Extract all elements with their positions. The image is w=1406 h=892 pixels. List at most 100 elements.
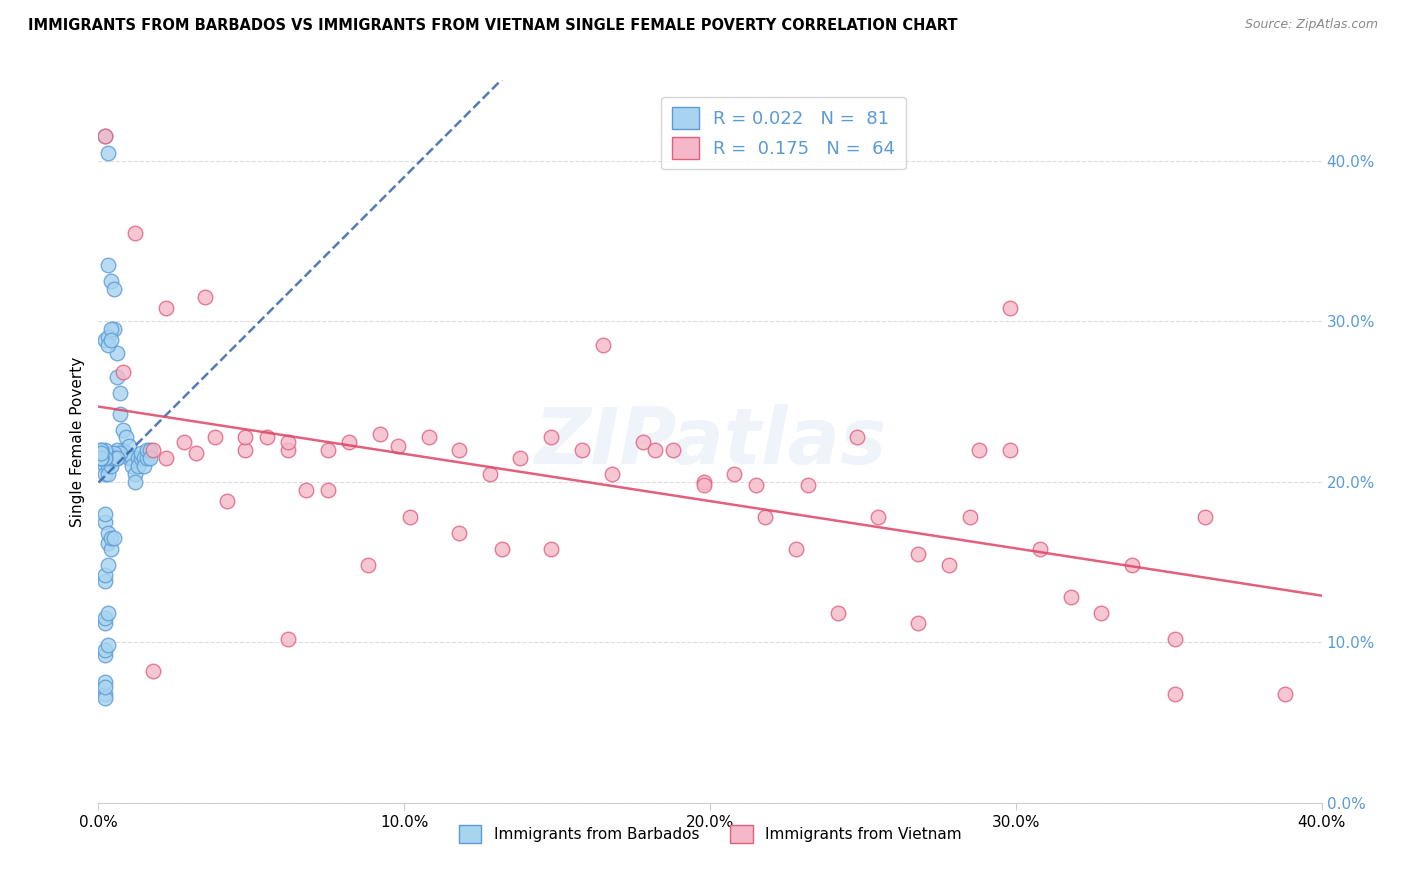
Point <box>97 558 120 573</box>
Point <box>93 446 115 460</box>
Point <box>105 442 128 457</box>
Point <box>233 430 256 444</box>
Point <box>90 450 112 465</box>
Point <box>97 535 120 549</box>
Point <box>337 434 360 449</box>
Point <box>134 458 156 473</box>
Point <box>97 258 120 272</box>
Point <box>491 542 513 557</box>
Point <box>100 274 122 288</box>
Point <box>118 450 141 465</box>
Point <box>93 643 115 657</box>
Point <box>631 434 654 449</box>
Point <box>256 430 278 444</box>
Point <box>1194 510 1216 524</box>
Point <box>418 430 440 444</box>
Point <box>100 458 122 473</box>
Point <box>90 450 112 465</box>
Point <box>129 450 152 465</box>
Point <box>97 526 120 541</box>
Point <box>100 542 122 557</box>
Point <box>108 407 131 421</box>
Point <box>127 458 149 473</box>
Point <box>754 510 776 524</box>
Point <box>93 648 115 662</box>
Point <box>93 615 115 630</box>
Point <box>399 510 422 524</box>
Point <box>93 450 115 465</box>
Point <box>959 510 981 524</box>
Point <box>93 129 115 144</box>
Point <box>124 467 146 481</box>
Text: ZIPatlas: ZIPatlas <box>534 403 886 480</box>
Point <box>90 450 112 465</box>
Point <box>93 687 115 701</box>
Point <box>215 494 238 508</box>
Point <box>97 639 120 653</box>
Point <box>509 450 531 465</box>
Point <box>103 282 125 296</box>
Point <box>142 442 165 457</box>
Point <box>111 442 134 457</box>
Point <box>139 450 162 465</box>
Point <box>136 442 159 457</box>
Point <box>103 450 125 465</box>
Point <box>571 442 593 457</box>
Point <box>108 446 131 460</box>
Point <box>600 467 623 481</box>
Point <box>90 446 112 460</box>
Point <box>103 322 125 336</box>
Point <box>93 467 115 481</box>
Point <box>155 450 177 465</box>
Point <box>136 450 159 465</box>
Point <box>103 531 125 545</box>
Point <box>938 558 960 573</box>
Point <box>277 434 299 449</box>
Point <box>478 467 501 481</box>
Point <box>173 434 195 449</box>
Point <box>693 475 716 489</box>
Point <box>316 442 339 457</box>
Point <box>233 442 256 457</box>
Point <box>115 430 138 444</box>
Point <box>368 426 391 441</box>
Point <box>1029 542 1052 557</box>
Point <box>907 615 929 630</box>
Point <box>97 450 120 465</box>
Point <box>745 478 768 492</box>
Point <box>134 450 156 465</box>
Point <box>105 450 128 465</box>
Point <box>204 430 226 444</box>
Point <box>186 446 208 460</box>
Point <box>723 467 745 481</box>
Point <box>93 450 115 465</box>
Point <box>90 442 112 457</box>
Point <box>592 338 614 352</box>
Point <box>121 450 143 465</box>
Point <box>90 446 112 460</box>
Point <box>121 458 143 473</box>
Point <box>644 442 666 457</box>
Point <box>277 442 299 457</box>
Text: IMMIGRANTS FROM BARBADOS VS IMMIGRANTS FROM VIETNAM SINGLE FEMALE POVERTY CORREL: IMMIGRANTS FROM BARBADOS VS IMMIGRANTS F… <box>28 18 957 33</box>
Point <box>356 558 378 573</box>
Point <box>124 475 146 489</box>
Point <box>100 531 122 545</box>
Point <box>295 483 318 497</box>
Point <box>797 478 820 492</box>
Point <box>100 334 122 348</box>
Point <box>100 450 122 465</box>
Point <box>100 322 122 336</box>
Point <box>127 450 149 465</box>
Point <box>1164 632 1187 646</box>
Point <box>998 301 1021 316</box>
Point <box>93 334 115 348</box>
Point <box>1121 558 1143 573</box>
Point <box>129 446 152 460</box>
Point <box>124 226 146 240</box>
Point <box>1060 591 1083 605</box>
Point <box>785 542 807 557</box>
Point <box>93 675 115 690</box>
Point <box>316 483 339 497</box>
Point <box>103 446 125 460</box>
